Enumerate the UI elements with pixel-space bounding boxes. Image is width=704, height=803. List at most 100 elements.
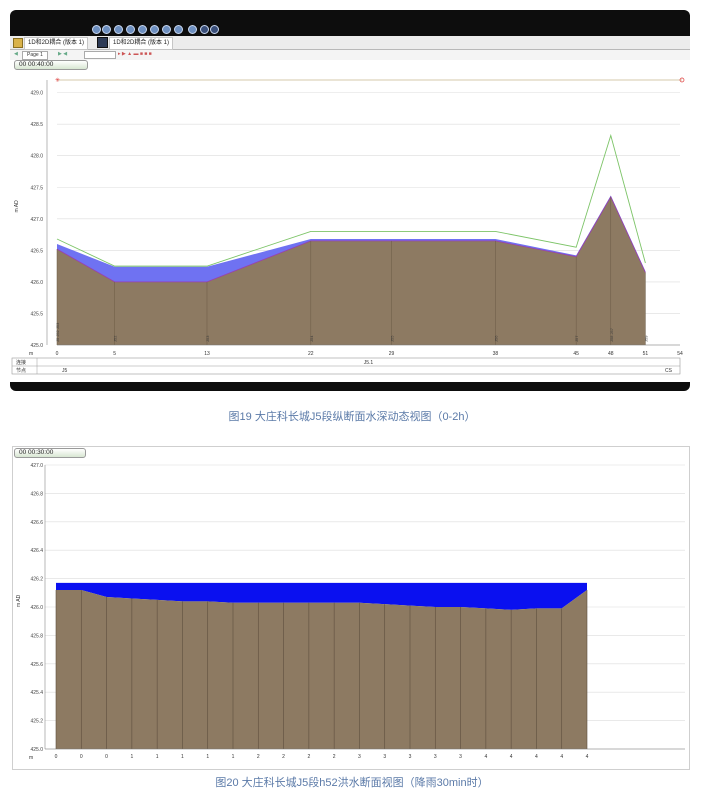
node-label: J55 <box>390 335 395 342</box>
y-tick-label: 426.0 <box>30 605 43 611</box>
x-tick-label: 2 <box>282 754 285 760</box>
top-toolbar <box>10 10 690 36</box>
water-area <box>57 195 646 282</box>
x-tick-label: 1 <box>130 754 133 760</box>
max-level-line <box>56 133 646 267</box>
zoom-select[interactable] <box>84 51 116 59</box>
x-tick-label: 5 <box>113 351 116 357</box>
x-tick-label: 2 <box>257 754 260 760</box>
x-tick-label: 1 <box>156 754 159 760</box>
bed-area <box>56 589 587 749</box>
y-tick-label: 427.0 <box>30 463 43 469</box>
x-tick-label: 2 <box>307 754 310 760</box>
x-tick-label: 4 <box>586 754 589 760</box>
figure2-chart-area: 00 00:30:00 427.0 426.8 426.6 426.4 426.2 426… <box>12 446 690 770</box>
x-tick-label: 0 <box>56 351 59 357</box>
cross-section-chart: 427.0 426.8 426.6 426.4 426.2 426.0 425.8 425.6… <box>16 463 685 761</box>
figure2-caption: 图20 大庄科长城J5段h52洪水断面视图（降雨30min时） <box>215 777 489 789</box>
x-tick-label: 4 <box>560 754 563 760</box>
y-tick-label: 429.0 <box>30 91 43 97</box>
y-tick-label: 425.8 <box>30 633 43 639</box>
x-tick-label: 0 <box>80 754 83 760</box>
toolbar-button[interactable] <box>210 25 219 34</box>
app-icon <box>13 38 23 48</box>
end-marker <box>679 77 685 83</box>
x-tick-label: 1 <box>232 754 235 760</box>
y-tick-label: 428.5 <box>30 122 43 128</box>
footer-row1-label: 连接 <box>16 359 26 366</box>
x-tick-label: 45 <box>573 351 579 357</box>
node-label: J58 J57 <box>609 327 614 342</box>
x-tick-label: 0 <box>105 754 108 760</box>
node-label: J57 <box>574 335 579 342</box>
figure1-chart-area: 00 00:40:00 429.0 428.5 428.0 427.5 427.0 426… <box>10 60 690 382</box>
x-tick-label: 54 <box>677 351 683 357</box>
y-axis-label: m AD <box>16 594 22 607</box>
water-area <box>56 582 587 610</box>
toolbar-button[interactable] <box>138 25 147 34</box>
bed-area <box>57 196 646 345</box>
y-tick-label: 426.4 <box>30 548 43 554</box>
page-bar: ◀ Page 1 ▶ ◀ ▸ ▶ ▲ ▬ ■ ■ ■ <box>10 50 690 60</box>
node-label: J53 <box>205 335 210 342</box>
footer-row2-label: 节点 <box>16 368 26 374</box>
node-label: J5 J52 J53 <box>55 322 60 342</box>
toolbar-button[interactable] <box>126 25 135 34</box>
node-label: J54 <box>309 335 314 342</box>
x-tick-label: 1 <box>206 754 209 760</box>
toolbar-button[interactable] <box>114 25 123 34</box>
tab-1d2d-coupling-a[interactable]: 1D和2D耦合 (版本 1) <box>24 37 89 50</box>
x-tick-label: 3 <box>358 754 361 760</box>
toolbar-button[interactable] <box>102 25 111 34</box>
toolbar-button[interactable] <box>92 25 101 34</box>
x-tick-label: 3 <box>459 754 462 760</box>
toolbar-button[interactable] <box>150 25 159 34</box>
y-tick-label: 426.5 <box>30 248 43 254</box>
page-select[interactable]: Page 1 <box>22 51 48 60</box>
x-tick-label: 4 <box>510 754 513 760</box>
network-icon <box>97 37 108 48</box>
y-tick-label: 425.6 <box>30 662 43 668</box>
next-page-icon[interactable]: ▶ ◀ <box>58 51 68 57</box>
time-display-2: 00 00:30:00 <box>14 448 86 458</box>
start-marker: ✳ <box>55 77 60 84</box>
x-tick-label: 13 <box>204 351 210 357</box>
y-tick-label: 428.0 <box>30 154 43 160</box>
y-tick-label: 425.5 <box>30 311 43 317</box>
x-tick-label: 29 <box>389 351 395 357</box>
toolbar-button[interactable] <box>188 25 197 34</box>
toolbar-button[interactable] <box>200 25 209 34</box>
footer-row2-right: CS <box>665 368 673 374</box>
y-tick-label: 427.5 <box>30 185 43 191</box>
tools-icons[interactable]: ▸ ▶ ▲ ▬ ■ ■ ■ <box>118 51 152 57</box>
y-tick-label: 426.6 <box>30 520 43 526</box>
x-tick-label: 0 <box>55 754 58 760</box>
node-label: J59 <box>643 335 648 342</box>
y-tick-label: 426.8 <box>30 491 43 497</box>
y-tick-label: 426.2 <box>30 577 43 583</box>
time-display: 00 00:40:00 <box>14 60 88 70</box>
y-tick-label: 425.0 <box>30 343 43 349</box>
x-tick-label: 2 <box>333 754 336 760</box>
x-tick-label: 48 <box>608 351 614 357</box>
toolbar-button[interactable] <box>162 25 171 34</box>
x-axis-label: m <box>29 351 33 357</box>
node-label: J52 <box>113 335 118 342</box>
footer-row2-left: J5 <box>62 368 68 374</box>
x-tick-label: 38 <box>493 351 499 357</box>
x-tick-label: 3 <box>434 754 437 760</box>
y-axis-label: m AD <box>14 200 20 213</box>
x-tick-label: 3 <box>383 754 386 760</box>
toolbar-button[interactable] <box>174 25 183 34</box>
y-tick-label: 425.0 <box>30 747 43 753</box>
prev-page-icon[interactable]: ◀ <box>14 51 18 57</box>
y-tick-label: 425.2 <box>30 719 43 725</box>
x-tick-label: 1 <box>181 754 184 760</box>
tab-1d2d-coupling-b[interactable]: 1D和2D耦合 (版本 1) <box>109 37 174 50</box>
longitudinal-profile-chart: 429.0 428.5 428.0 427.5 427.0 426.5 426.0 425.5… <box>11 77 685 375</box>
x-tick-label: 51 <box>643 351 649 357</box>
x-tick-label: 22 <box>308 351 314 357</box>
x-axis-label: m <box>29 755 33 761</box>
x-tick-label: 4 <box>535 754 538 760</box>
x-tick-label: 4 <box>484 754 487 760</box>
